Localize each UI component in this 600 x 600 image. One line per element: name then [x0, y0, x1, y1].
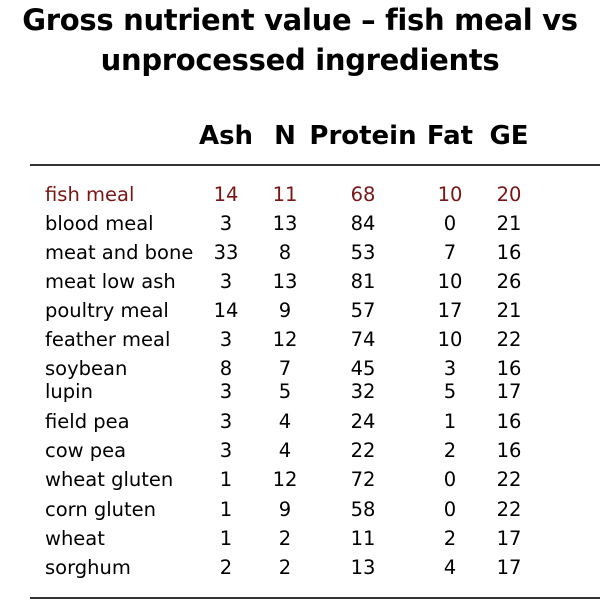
cell-ge: 17: [496, 556, 522, 579]
column-header-ash: Ash: [198, 121, 254, 151]
cell-n: 11: [272, 183, 298, 206]
column-header-protein: Protein: [309, 121, 417, 151]
cell-protein: 58: [350, 498, 376, 521]
ingredient-name: poultry meal: [45, 299, 169, 322]
ingredient-name: lupin: [45, 380, 93, 403]
table-bottom-divider: [30, 597, 600, 599]
cell-protein: 81: [350, 270, 376, 293]
cell-fat: 0: [443, 468, 457, 491]
cell-ge: 20: [496, 183, 522, 206]
column-header-ge: GE: [489, 121, 529, 151]
cell-ash: 3: [219, 212, 233, 235]
cell-ge: 16: [496, 357, 522, 380]
ingredient-name: wheat: [45, 527, 105, 550]
cell-fat: 5: [443, 380, 457, 403]
cell-protein: 22: [350, 439, 376, 462]
cell-n: 13: [272, 212, 298, 235]
cell-protein: 24: [350, 410, 376, 433]
ingredient-name: meat low ash: [45, 270, 176, 293]
cell-fat: 2: [443, 527, 457, 550]
cell-ash: 3: [219, 410, 233, 433]
ingredient-name: feather meal: [45, 328, 171, 351]
cell-ash: 8: [219, 357, 233, 380]
cell-fat: 2: [443, 439, 457, 462]
cell-n: 2: [278, 556, 292, 579]
column-header-n: N: [274, 121, 296, 151]
cell-fat: 0: [443, 498, 457, 521]
ingredient-name: sorghum: [45, 556, 131, 579]
ingredient-name: wheat gluten: [45, 468, 174, 491]
header-divider: [30, 164, 600, 166]
cell-fat: 4: [443, 556, 457, 579]
cell-fat: 7: [443, 241, 457, 264]
cell-ash: 3: [219, 328, 233, 351]
ingredient-name: fish meal: [45, 183, 135, 206]
cell-n: 2: [278, 527, 292, 550]
cell-protein: 13: [350, 556, 376, 579]
cell-fat: 10: [437, 328, 463, 351]
column-header-fat: Fat: [426, 121, 474, 151]
cell-fat: 10: [437, 183, 463, 206]
cell-fat: 0: [443, 212, 457, 235]
cell-fat: 3: [443, 357, 457, 380]
cell-protein: 72: [350, 468, 376, 491]
cell-protein: 68: [350, 183, 376, 206]
cell-protein: 45: [350, 357, 376, 380]
cell-ge: 26: [496, 270, 522, 293]
cell-ge: 21: [496, 212, 522, 235]
cell-fat: 1: [443, 410, 457, 433]
ingredient-name: cow pea: [45, 439, 127, 462]
cell-ge: 16: [496, 439, 522, 462]
cell-ash: 33: [213, 241, 239, 264]
cell-n: 7: [278, 357, 292, 380]
cell-ge: 17: [496, 527, 522, 550]
cell-n: 9: [278, 299, 292, 322]
cell-ge: 16: [496, 241, 522, 264]
ingredient-name: soybean: [45, 357, 128, 380]
cell-ash: 3: [219, 380, 233, 403]
cell-ge: 17: [496, 380, 522, 403]
cell-protein: 53: [350, 241, 376, 264]
cell-ash: 1: [219, 498, 233, 521]
cell-ash: 2: [219, 556, 233, 579]
cell-ge: 22: [496, 468, 522, 491]
cell-n: 4: [278, 410, 292, 433]
cell-ash: 1: [219, 468, 233, 491]
cell-ash: 3: [219, 270, 233, 293]
cell-protein: 32: [350, 380, 376, 403]
cell-ash: 14: [213, 299, 239, 322]
cell-ge: 16: [496, 410, 522, 433]
cell-protein: 11: [350, 527, 376, 550]
cell-n: 12: [272, 468, 298, 491]
slide-title-line-1: Gross nutrient value – fish meal vs: [22, 3, 578, 37]
cell-ash: 14: [213, 183, 239, 206]
ingredient-name: corn gluten: [45, 498, 157, 521]
cell-protein: 57: [350, 299, 376, 322]
cell-protein: 84: [350, 212, 376, 235]
cell-n: 12: [272, 328, 298, 351]
cell-n: 5: [278, 380, 292, 403]
cell-ash: 3: [219, 439, 233, 462]
cell-fat: 17: [437, 299, 463, 322]
cell-fat: 10: [437, 270, 463, 293]
ingredient-name: field pea: [45, 410, 130, 433]
cell-ge: 21: [496, 299, 522, 322]
slide-title-line-2: unprocessed ingredients: [100, 43, 500, 77]
cell-ge: 22: [496, 328, 522, 351]
cell-ge: 22: [496, 498, 522, 521]
cell-n: 9: [278, 498, 292, 521]
ingredient-name: blood meal: [45, 212, 154, 235]
cell-n: 8: [278, 241, 292, 264]
cell-n: 13: [272, 270, 298, 293]
cell-ash: 1: [219, 527, 233, 550]
cell-n: 4: [278, 439, 292, 462]
ingredient-name: meat and bone: [45, 241, 194, 264]
cell-protein: 74: [350, 328, 376, 351]
